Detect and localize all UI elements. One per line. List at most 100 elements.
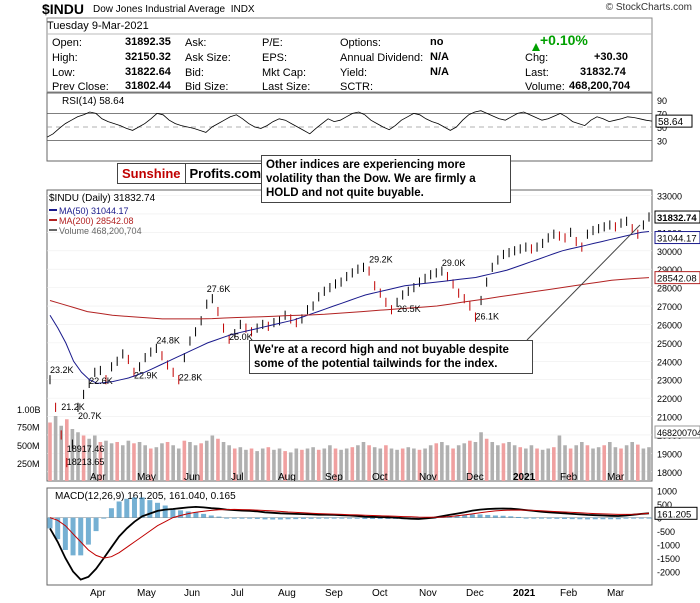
price-tick-label: 18000 xyxy=(657,468,682,478)
volume-bar xyxy=(48,422,52,481)
macd-histogram-bar xyxy=(178,510,184,518)
volume-bar xyxy=(277,448,282,481)
macd-tick-label: -1500 xyxy=(657,554,680,564)
macd-histogram-bar xyxy=(316,517,322,519)
volume-bar xyxy=(232,448,237,481)
macd-histogram-bar xyxy=(385,517,391,519)
eps-label: EPS: xyxy=(262,52,288,64)
macd-x-label: Sep xyxy=(325,588,343,599)
macd-x-label: Oct xyxy=(372,588,388,599)
price-annotation: 20.7K xyxy=(78,411,102,421)
price-x-label: Apr xyxy=(90,472,106,481)
volume-bar xyxy=(120,445,125,481)
percent-change: +0.10% xyxy=(540,32,588,48)
volume-bar xyxy=(316,449,321,481)
volume-bar xyxy=(529,445,534,481)
volume-bar xyxy=(249,448,254,481)
volume-bar xyxy=(361,442,366,481)
price-tick-label: 30000 xyxy=(657,247,682,257)
volume-bar xyxy=(518,447,523,481)
price-panel: 1800019000200002100022000230002400025000… xyxy=(17,192,700,481)
volume-bar xyxy=(176,448,181,481)
rsi-tick-label: 90 xyxy=(657,96,667,106)
macd-histogram-bar xyxy=(170,509,176,518)
volume-bar xyxy=(395,449,399,481)
volume-bar xyxy=(92,435,97,481)
price-annotation: 21.2K xyxy=(61,402,85,412)
macd-histogram-bar xyxy=(147,500,153,518)
volume-bar xyxy=(76,432,80,481)
macd-histogram-bar xyxy=(538,517,544,519)
price-tick-label: 21000 xyxy=(657,413,682,423)
logo-part1: Sunshine xyxy=(122,166,181,181)
volume-bar xyxy=(143,445,147,481)
symbol-name: Dow Jones Industrial Average INDX xyxy=(93,4,255,15)
macd-title: MACD(12,26,9) 161.205, 161.040, 0.165 xyxy=(55,491,236,502)
volume-bar xyxy=(552,447,556,481)
yield-value: N/A xyxy=(430,66,449,78)
macd-histogram-bar xyxy=(554,517,560,519)
ma50-line xyxy=(49,231,650,384)
volume-bar xyxy=(406,447,411,481)
volume-bar xyxy=(204,440,209,481)
price-last-label: 31044.17 xyxy=(657,234,697,245)
volume-bar xyxy=(496,445,500,481)
volume-bar xyxy=(311,447,315,481)
volume-last-box xyxy=(654,425,700,439)
macd-histogram-bar xyxy=(201,513,207,518)
volume-bar xyxy=(70,429,75,481)
volume-bar xyxy=(546,448,551,481)
macd-histogram-bar xyxy=(592,517,598,520)
macd-x-label: May xyxy=(137,588,156,599)
volume-bar xyxy=(356,445,360,481)
volume-bar xyxy=(451,448,455,481)
low-value: 31822.64 xyxy=(125,66,171,78)
macd-histogram-bar xyxy=(224,517,230,519)
macd-histogram-bar xyxy=(285,517,291,520)
price-annotation: 29.0K xyxy=(442,258,466,268)
volume-bar xyxy=(574,445,579,481)
macd-histogram-bar xyxy=(331,517,337,519)
price-annotation: 27.6K xyxy=(207,284,231,294)
date: Tuesday 9-Mar-2021 xyxy=(47,20,149,32)
volume-bar xyxy=(540,449,545,481)
macd-histogram-bar xyxy=(600,517,606,520)
price-last-label: 28542.08 xyxy=(657,274,697,285)
high-value: 32150.32 xyxy=(125,51,171,63)
macd-histogram-bar xyxy=(508,516,514,518)
price-x-label: Aug xyxy=(278,472,296,481)
price-tick-label: 23000 xyxy=(657,376,682,386)
macd-histogram-bar xyxy=(623,517,629,519)
macd-histogram-bar xyxy=(377,517,383,519)
macd-tick-label: -1000 xyxy=(657,541,680,551)
volume-bar xyxy=(428,445,433,481)
rsi-last-box xyxy=(655,114,693,128)
volume-bar xyxy=(473,442,478,481)
macd-histogram-bar xyxy=(454,515,460,518)
options-label: Options: xyxy=(340,37,381,49)
price-tick-label: 26000 xyxy=(657,320,682,330)
price-annotation: 26.5K xyxy=(397,304,421,314)
quote-table: Tuesday 9-Mar-2021 Open: 31892.35 High: … xyxy=(47,18,652,93)
macd-histogram-bar xyxy=(608,517,614,520)
dividend-value: N/A xyxy=(430,51,449,63)
volume-bar xyxy=(81,435,86,481)
chg-label: Chg: xyxy=(525,52,549,64)
volume-bar xyxy=(384,445,388,481)
open-label: Open: xyxy=(52,37,82,49)
volume-bar xyxy=(126,440,131,481)
macd-x-label: 2021 xyxy=(513,588,536,599)
macd-histogram-bar xyxy=(262,517,268,520)
logo-part2: Profits.com xyxy=(184,164,266,183)
rsi-title: RSI(14) 58.64 xyxy=(62,96,125,107)
legend-label: MA(50) 31044.17 xyxy=(59,206,129,216)
credit: © StockCharts.com xyxy=(605,2,692,13)
volume-bar xyxy=(613,447,618,481)
price-annotation: 26.1K xyxy=(475,312,499,322)
macd-histogram-bar xyxy=(124,498,130,518)
price-x-label: Mar xyxy=(607,472,625,481)
price-x-label: May xyxy=(137,472,156,481)
note-bottom: We're at a record high and not buyable d… xyxy=(249,340,533,374)
price-x-label: 2021 xyxy=(513,472,536,481)
macd-histogram-bar xyxy=(515,516,521,518)
